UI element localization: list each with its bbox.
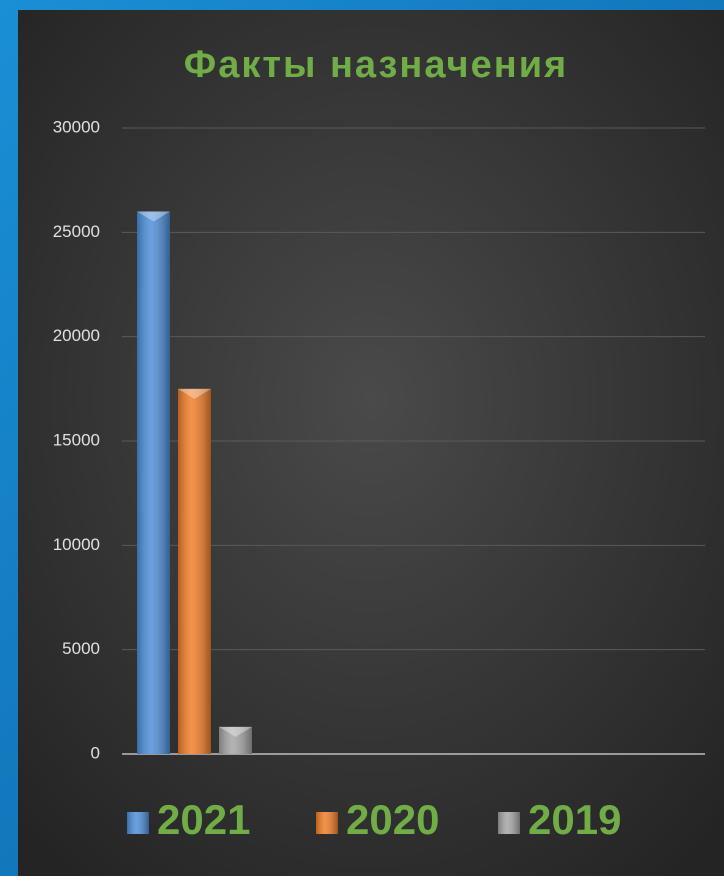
y-tick-label: 0 [91,743,100,762]
y-tick-label: 5000 [62,639,100,658]
chart-panel [18,10,724,876]
bar-cap [178,388,211,399]
y-tick-label: 30000 [53,117,100,136]
legend-label: 2021 [157,796,250,843]
bar-cap [137,211,170,222]
chart-title: Факты назначения [184,44,568,86]
legend-marker-shade [498,812,520,834]
bar-cap [219,726,252,737]
bar-shade [178,388,211,754]
y-tick-label: 10000 [53,535,100,554]
legend-label: 2020 [346,796,439,843]
bar-shade [219,726,252,754]
y-tick-label: 15000 [53,430,100,449]
y-tick-label: 20000 [53,326,100,345]
legend-label: 2019 [528,796,621,843]
legend-marker-shade [127,812,149,834]
y-tick-label: 25000 [53,222,100,241]
bar-shade [137,211,170,754]
legend-marker-shade [316,812,338,834]
